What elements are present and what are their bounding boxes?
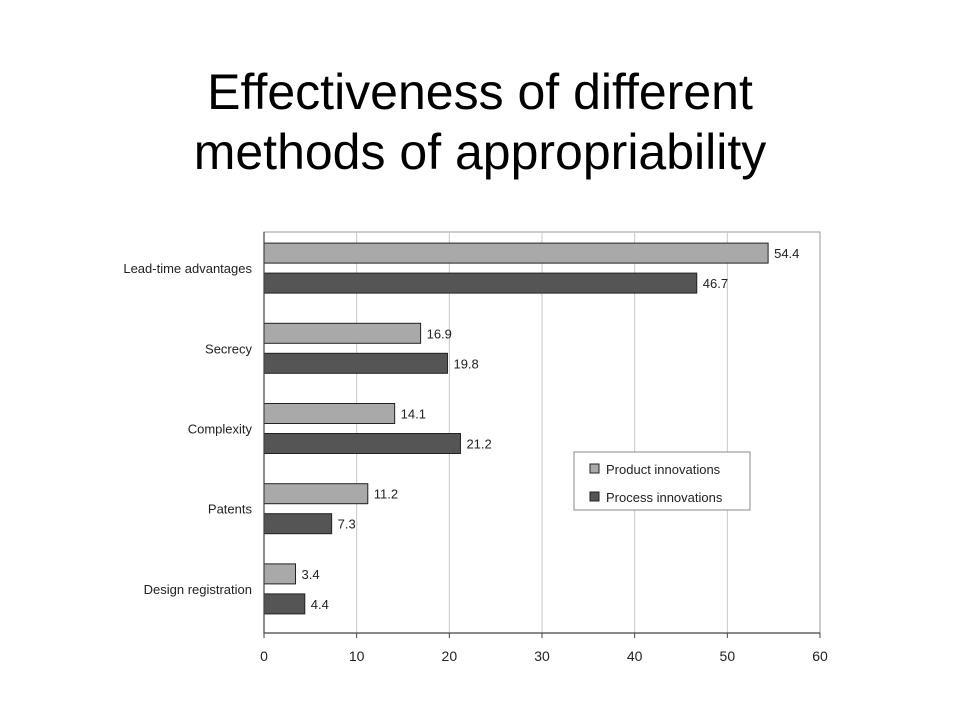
value-label: 54.4 xyxy=(774,246,799,261)
legend-label: Process innovations xyxy=(606,490,723,505)
value-label: 11.2 xyxy=(374,487,398,502)
value-label: 16.9 xyxy=(427,326,452,341)
bar xyxy=(263,563,297,585)
category-label: Patents xyxy=(208,502,253,517)
bar xyxy=(263,272,698,294)
legend-label: Product innovations xyxy=(606,462,721,477)
bar xyxy=(263,483,369,505)
x-tick-label: 20 xyxy=(442,648,458,664)
legend: Product innovations Process innovations xyxy=(573,451,751,511)
x-tick-label: 60 xyxy=(812,648,828,664)
x-tick-label: 40 xyxy=(627,648,643,664)
value-label: 7.3 xyxy=(338,517,356,532)
value-label: 3.4 xyxy=(302,567,320,582)
legend-box xyxy=(573,451,751,511)
bar xyxy=(263,352,448,374)
labels-layer: 54.4 46.7 Lead-time advantages 16.919.8 Secr… xyxy=(123,246,799,612)
category-label: Secrecy xyxy=(205,341,252,356)
legend-swatch xyxy=(589,463,600,474)
title-line-2: methods of appropriability xyxy=(193,124,767,180)
bar xyxy=(263,433,461,454)
bar xyxy=(263,513,333,535)
x-tick-label: 10 xyxy=(349,648,365,664)
bar xyxy=(263,242,769,264)
value-label: 46.7 xyxy=(703,276,728,291)
category-label: Complexity xyxy=(188,422,253,437)
bars-layer xyxy=(263,242,769,615)
value-label: 14.1 xyxy=(401,407,426,422)
x-tick-label: 30 xyxy=(534,648,550,664)
axis-layer: 0 10 20 30 40 50 60 xyxy=(260,232,828,664)
bar xyxy=(263,403,396,424)
value-label: 19.8 xyxy=(453,356,478,371)
category-label: Lead-time advantages xyxy=(123,261,252,276)
category-label: Design registration xyxy=(144,582,252,597)
bar xyxy=(263,593,306,615)
value-label: 21.2 xyxy=(466,437,491,452)
bar xyxy=(263,322,422,344)
x-tick-label: 0 xyxy=(260,648,268,664)
title-line-1: Effectiveness of different xyxy=(207,64,753,120)
x-tick-label: 50 xyxy=(720,648,736,664)
value-label: 4.4 xyxy=(311,597,329,612)
legend-swatch xyxy=(589,491,600,502)
slide-title: Effectiveness of different methods of ap… xyxy=(0,62,960,182)
